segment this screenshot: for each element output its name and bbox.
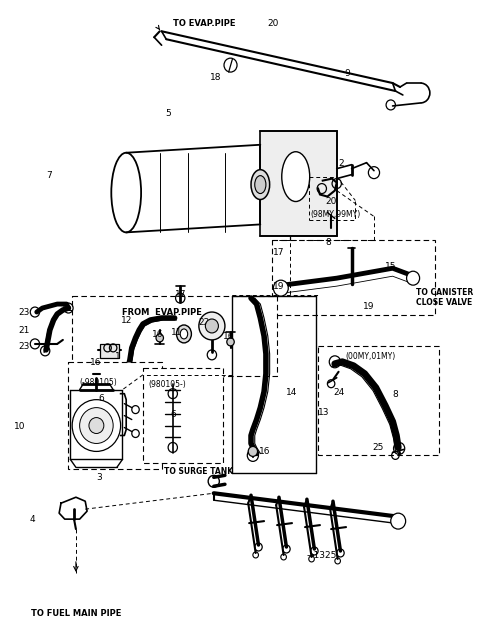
Text: 17: 17 [175, 290, 186, 299]
Text: 19: 19 [274, 282, 285, 291]
Text: 4: 4 [29, 515, 35, 524]
Text: 16: 16 [90, 358, 101, 367]
Text: 17: 17 [274, 249, 285, 258]
Text: 13: 13 [318, 408, 330, 417]
Circle shape [89, 417, 104, 433]
Text: (98MY,99MY): (98MY,99MY) [311, 210, 361, 219]
Text: 2: 2 [338, 158, 344, 167]
Text: 16: 16 [152, 330, 164, 339]
Text: 20: 20 [325, 197, 337, 206]
Circle shape [156, 334, 164, 342]
Text: TO CANISTER: TO CANISTER [416, 288, 473, 297]
Ellipse shape [255, 176, 266, 194]
Text: 19: 19 [363, 302, 374, 311]
Text: 8: 8 [325, 238, 331, 247]
Text: 23: 23 [18, 308, 30, 317]
Text: 22: 22 [199, 318, 210, 327]
Bar [69, 362, 162, 470]
Bar [143, 368, 223, 463]
Text: FROM  EVAP.PIPE: FROM EVAP.PIPE [122, 308, 203, 317]
Circle shape [248, 447, 258, 456]
Bar [72, 296, 277, 376]
Text: 10: 10 [14, 422, 26, 431]
Bar [70, 390, 122, 459]
Text: 9: 9 [344, 69, 350, 78]
Text: 7: 7 [46, 171, 52, 180]
Text: 20: 20 [268, 19, 279, 28]
Text: 15: 15 [385, 262, 396, 271]
Circle shape [80, 408, 113, 443]
Text: 23: 23 [18, 342, 30, 351]
Text: 16: 16 [258, 447, 270, 456]
Ellipse shape [282, 151, 310, 201]
Text: 25: 25 [372, 443, 384, 452]
Text: CLOSE VALVE: CLOSE VALVE [416, 298, 472, 307]
Text: 1: 1 [115, 352, 121, 361]
Text: 11: 11 [171, 328, 182, 337]
Bar [260, 131, 336, 236]
Text: 8: 8 [393, 390, 398, 399]
Text: 24: 24 [333, 388, 344, 397]
Text: (00MY,01MY): (00MY,01MY) [345, 352, 396, 361]
Text: 6: 6 [98, 394, 104, 403]
Text: TO FUEL MAIN PIPE: TO FUEL MAIN PIPE [31, 609, 121, 618]
Circle shape [199, 312, 225, 340]
Circle shape [391, 513, 406, 529]
Text: TO SURGE TANK: TO SURGE TANK [164, 467, 233, 476]
Text: 5: 5 [165, 109, 171, 118]
Ellipse shape [177, 325, 192, 343]
Text: 21: 21 [18, 326, 30, 335]
Circle shape [72, 399, 120, 451]
Circle shape [274, 280, 288, 296]
Circle shape [205, 319, 218, 333]
Text: 18: 18 [210, 73, 222, 82]
Text: (-980105): (-980105) [80, 378, 118, 387]
Text: →1325: →1325 [307, 551, 337, 560]
Bar [100, 344, 119, 358]
Text: 14: 14 [287, 388, 298, 397]
Bar [318, 346, 439, 456]
Text: TO EVAP.PIPE: TO EVAP.PIPE [173, 19, 236, 28]
Text: (980105-): (980105-) [148, 380, 186, 389]
Text: 3: 3 [96, 473, 102, 482]
Text: 16: 16 [223, 332, 235, 341]
Ellipse shape [251, 169, 270, 199]
Ellipse shape [180, 329, 188, 339]
Text: 12: 12 [120, 316, 132, 325]
Text: 6: 6 [170, 410, 176, 419]
Bar [272, 240, 434, 315]
Circle shape [227, 338, 234, 346]
Circle shape [407, 271, 420, 285]
